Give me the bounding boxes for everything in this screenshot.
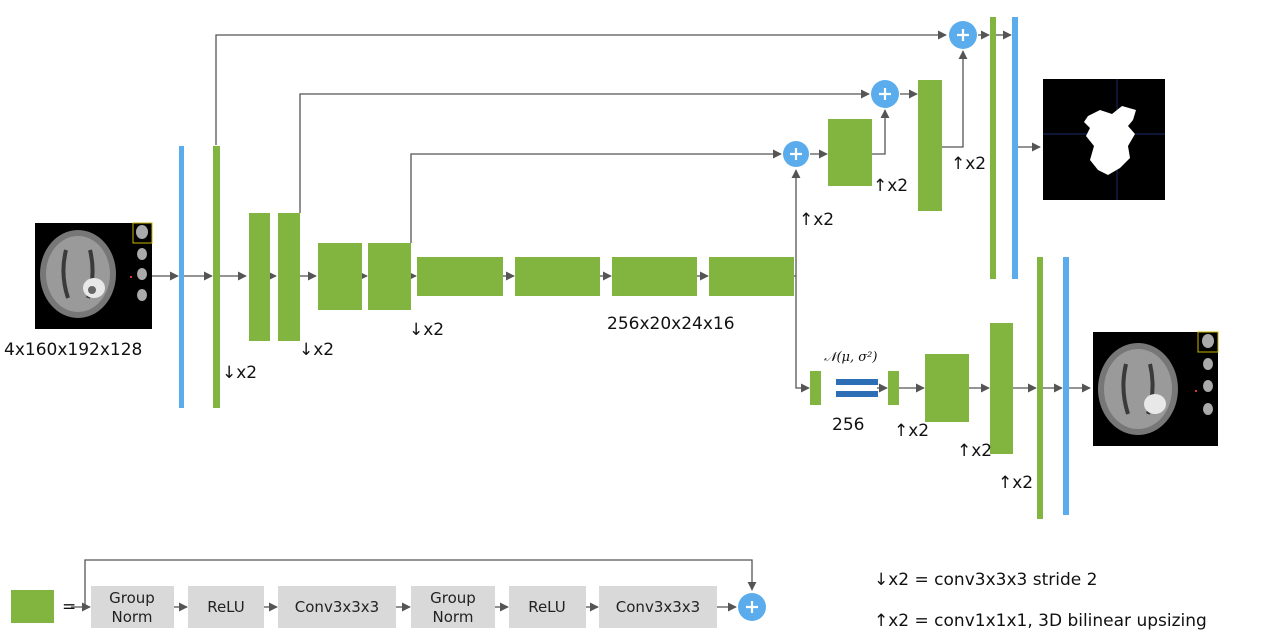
vae-latent-mean-bar [836,379,878,385]
decoder-block-level1 [990,17,996,279]
vae-sample-block [888,371,899,405]
legend: = Group Norm ReLU Conv3x3x3 Group Norm R… [11,559,1207,631]
connections [140,30,1091,393]
legend-box-relu-1-label: ReLU [207,598,245,616]
up-label-vae3: ↑x2 [998,473,1033,493]
encoder-block-level2b [278,213,300,341]
legend-box-conv-1 [278,586,396,628]
latent-distribution-label: 𝒩(μ, σ²) [824,350,877,365]
legend-box-groupnorm-2-line2: Norm [433,608,474,626]
down-label-level3: ↓x2 [409,320,444,340]
legend-box-groupnorm-2 [411,586,495,628]
legend-box-groupnorm-2-line1: Group [430,589,476,607]
latent-size-label: 256 [832,415,864,435]
down-label-level1: ↓x2 [222,363,257,383]
vae-up-block-2 [990,323,1013,454]
encoder-block-level1 [213,146,220,408]
vae-branch [810,257,1069,519]
legend-down-definition: ↓x2 = conv3x3x3 stride 2 [874,570,1097,590]
decoder-block-level3 [828,119,872,186]
legend-residual-line [84,559,757,607]
input-mri-image [35,222,153,329]
vae-up-block-3 [1037,257,1043,519]
arrow-dec2-to-plus1 [942,50,968,148]
encoder-block-level4a [417,257,503,296]
encoder-block-level3a [318,243,362,310]
down-label-level2: ↓x2 [299,340,334,360]
arrow-bottleneck-to-vae [795,276,810,393]
bottleneck-dims-label: 256x20x24x16 [607,314,735,334]
decoder-block-level2 [918,80,942,211]
up-label-bottleneck: ↑x2 [799,210,834,230]
output-conv-blue-bar [1012,17,1018,279]
encoder-block-level4d [709,257,794,296]
arrow-dec3-to-plus2 [872,109,890,155]
legend-equals: = [62,597,76,617]
encoder-block-level2a [249,213,270,341]
plus-circle-icon [783,141,809,167]
input-dims-label: 4x160x192x128 [4,340,142,360]
up-label-vae2: ↑x2 [957,441,992,461]
encoder [179,146,794,408]
vae-up-block-1 [925,354,969,422]
skip-level1 [215,30,947,145]
legend-box-conv-1-label: Conv3x3x3 [295,598,379,616]
up-label-level2: ↑x2 [951,154,986,174]
up-label-level3: ↑x2 [873,176,908,196]
encoder-block-level3b [368,243,411,310]
sum-nodes [783,21,977,167]
segmentation-output-image [1043,79,1165,200]
plus-circle-icon [949,21,977,49]
encoder-block-level4b [515,257,600,296]
legend-box-relu-2 [509,586,586,628]
legend-green-block [11,590,54,623]
vae-output-blue-bar [1063,257,1069,515]
plus-circle-icon [871,80,899,108]
skip-level2 [299,89,870,213]
legend-box-groupnorm-1 [91,586,174,628]
vae-reduce-block [810,371,821,405]
legend-box-conv-2 [599,586,717,628]
up-label-vae1: ↑x2 [894,421,929,441]
decoder [828,17,1018,279]
labels: 4x160x192x128 256x20x24x16 ↓x2 ↓x2 ↓x2 ↑… [4,154,1033,493]
skip-level3 [410,149,782,243]
reconstruction-output-image [1093,331,1219,446]
plus-circle-icon [738,593,766,621]
legend-box-groupnorm-1-line2: Norm [112,608,153,626]
legend-box-groupnorm-1-line1: Group [109,589,155,607]
encoder-block-level4c [612,257,697,296]
legend-box-conv-2-label: Conv3x3x3 [616,598,700,616]
input-conv-blue-bar [179,146,184,408]
legend-up-definition: ↑x2 = conv1x1x1, 3D bilinear upsizing [874,611,1207,631]
legend-box-relu-1 [188,586,264,628]
vae-latent-std-bar [836,391,878,397]
legend-box-relu-2-label: ReLU [528,598,566,616]
